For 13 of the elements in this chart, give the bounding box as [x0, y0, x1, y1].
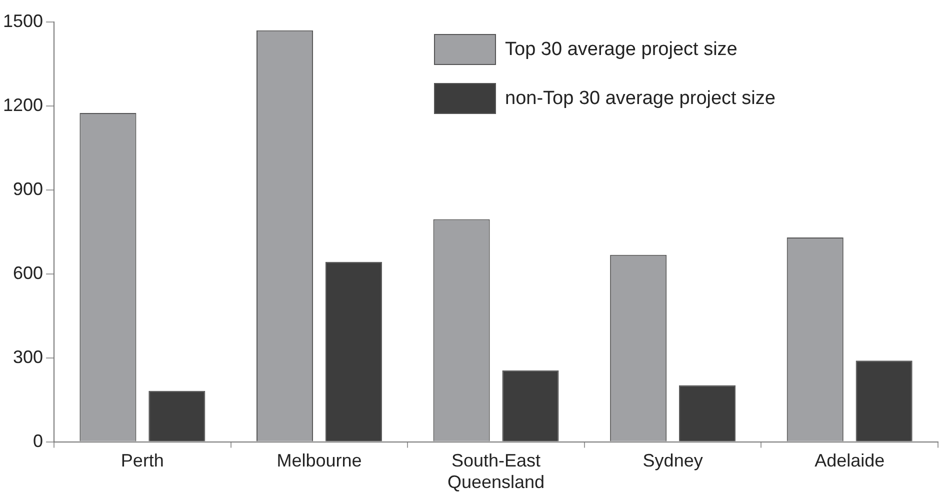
x-tick-label: South-East Queensland: [447, 450, 545, 492]
x-tick-label: Adelaide: [814, 450, 885, 471]
legend-label: Top 30 average project size: [505, 38, 738, 60]
x-tick-label: Sydney: [642, 450, 703, 471]
x-tick-label: Perth: [120, 450, 164, 471]
legend-label: non-Top 30 average project size: [505, 88, 776, 110]
y-tick-label: 0: [33, 430, 44, 451]
y-tick-label: 1200: [2, 94, 44, 115]
y-tick-label: 1500: [2, 10, 44, 31]
x-tick-label: Melbourne: [276, 450, 362, 471]
y-tick-label: 900: [12, 178, 44, 199]
y-tick-label: 600: [12, 262, 44, 283]
y-tick-label: 300: [12, 346, 44, 367]
